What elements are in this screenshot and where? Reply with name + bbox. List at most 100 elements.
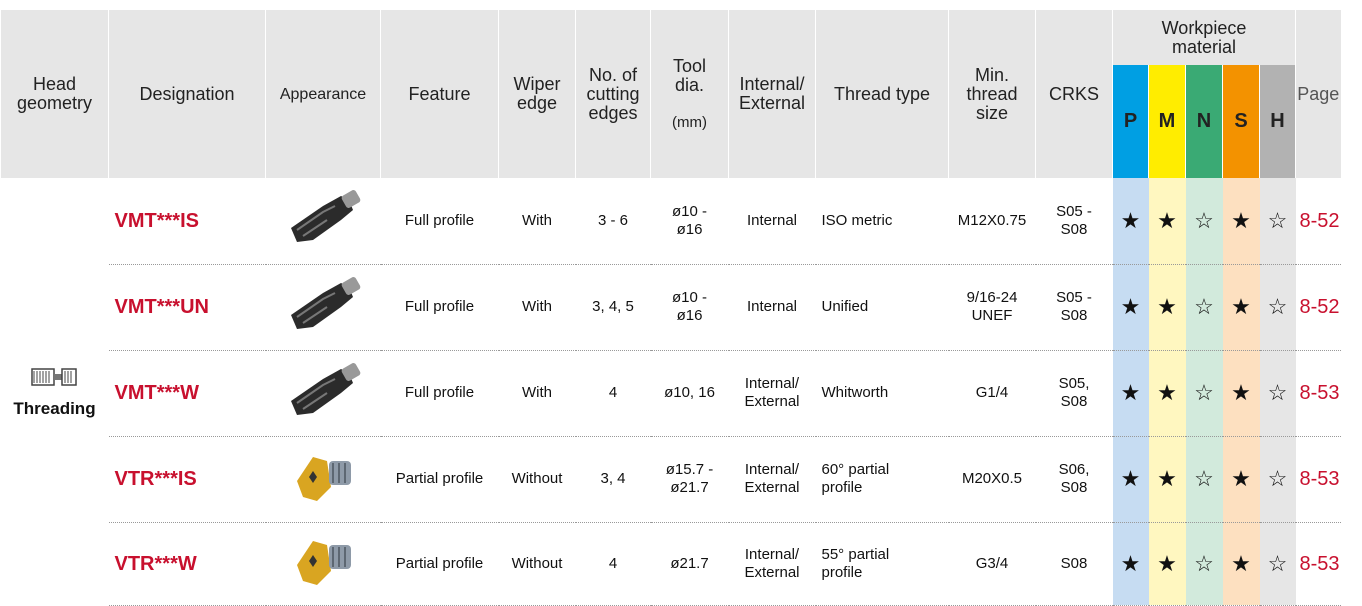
column-header: Head geometry	[0, 10, 109, 178]
column-header: Page	[1295, 10, 1341, 178]
threading-icon	[1, 365, 109, 396]
cell-int-ext: Internal/ External	[728, 436, 816, 523]
table-row: VMT***W Full profile With 4 ø10, 16 Internal/…	[1, 350, 1341, 437]
rating: ☆	[1185, 436, 1223, 523]
cell-dia: ø21.7	[650, 522, 729, 606]
material-header: N	[1185, 65, 1223, 178]
column-header: Wiper edge	[498, 10, 576, 178]
rating: ★	[1112, 350, 1149, 437]
table-row: VTR***IS Partial profile Without 3, 4 ø15.7 …	[1, 436, 1341, 523]
appearance-image	[265, 178, 381, 265]
unit-label: (mm)	[672, 113, 707, 131]
rating: ☆	[1185, 522, 1223, 606]
designation: VMT***IS	[108, 178, 266, 265]
page-ref: 8-52	[1295, 178, 1341, 265]
rating: ★	[1112, 178, 1149, 265]
material-header: M	[1148, 65, 1186, 178]
rating: ☆	[1185, 264, 1223, 351]
cell-thread-type: Whitworth	[815, 350, 949, 437]
table-body: Threading VMT***IS Full profile With 3 - 6 ø1…	[1, 178, 1341, 606]
cell-dia: ø10 - ø16	[650, 264, 729, 351]
material-header: S	[1222, 65, 1260, 178]
cell-crks: S05 - S08	[1035, 264, 1113, 351]
column-header: Designation	[108, 10, 266, 178]
table-row: Threading VMT***IS Full profile With 3 - 6 ø1…	[1, 178, 1341, 418]
table-header: Head geometry Designation Appearance Featur…	[0, 10, 1341, 178]
head-geometry-label: Threading	[13, 399, 96, 418]
cell-int-ext: Internal/ External	[728, 522, 816, 606]
column-header: Internal/ External	[728, 10, 816, 178]
rating: ☆	[1185, 178, 1223, 265]
cell-edges: 3 - 6	[575, 178, 651, 265]
cell-crks: S06, S08	[1035, 436, 1113, 523]
head-geometry-cell: Threading	[1, 178, 109, 605]
cell-wiper: Without	[498, 522, 576, 606]
rating: ★	[1148, 178, 1186, 265]
rating: ★	[1148, 264, 1186, 351]
cell-feature: Full profile	[380, 264, 499, 351]
column-header: Feature	[380, 10, 499, 178]
rating: ★	[1148, 350, 1186, 437]
cell-crks: S05 - S08	[1035, 178, 1113, 265]
rating: ★	[1112, 522, 1149, 606]
rating: ★	[1112, 436, 1149, 523]
table-row: VMT***UN Full profile With 3, 4, 5 ø10 - ø16…	[1, 264, 1341, 351]
cell-wiper: With	[498, 264, 576, 351]
cell-int-ext: Internal	[728, 178, 816, 265]
cell-feature: Partial profile	[380, 436, 499, 523]
cell-int-ext: Internal/ External	[728, 350, 816, 437]
rating: ★	[1222, 264, 1260, 351]
material-header: P	[1112, 65, 1149, 178]
column-header: Thread type	[815, 10, 949, 178]
cell-dia: ø15.7 - ø21.7	[650, 436, 729, 523]
page-ref: 8-53	[1295, 436, 1341, 523]
designation: VTR***IS	[108, 436, 266, 523]
cell-wiper: Without	[498, 436, 576, 523]
rating: ★	[1148, 436, 1186, 523]
cell-min-size: G3/4	[948, 522, 1036, 606]
material-header: H	[1259, 65, 1296, 178]
column-header: Appearance	[265, 10, 381, 178]
appearance-image	[265, 436, 381, 523]
page-ref: 8-53	[1295, 350, 1341, 437]
appearance-image	[265, 522, 381, 606]
rating: ☆	[1185, 350, 1223, 437]
rating: ★	[1148, 522, 1186, 606]
page-ref: 8-52	[1295, 264, 1341, 351]
appearance-image	[265, 264, 381, 351]
rating: ☆	[1259, 178, 1296, 265]
column-header: No. of cutting edges	[575, 10, 651, 178]
rating: ☆	[1259, 264, 1296, 351]
rating: ★	[1222, 436, 1260, 523]
cell-edges: 3, 4	[575, 436, 651, 523]
cell-dia: ø10 - ø16	[650, 178, 729, 265]
cell-min-size: M20X0.5	[948, 436, 1036, 523]
cell-min-size: M12X0.75	[948, 178, 1036, 265]
header-row: Head geometry Designation Appearance Featur…	[0, 10, 1341, 178]
cell-wiper: With	[498, 178, 576, 265]
rating: ★	[1112, 264, 1149, 351]
cell-thread-type: 60° partial profile	[815, 436, 949, 523]
cell-feature: Full profile	[380, 178, 499, 265]
column-header: CRKS	[1035, 10, 1113, 178]
cell-crks: S08	[1035, 522, 1113, 606]
designation: VMT***W	[108, 350, 266, 437]
designation: VMT***UN	[108, 264, 266, 351]
cell-feature: Partial profile	[380, 522, 499, 606]
column-header: Tool dia. (mm)	[650, 10, 729, 178]
column-header-text: Tool dia.	[672, 55, 707, 95]
cell-thread-type: 55° partial profile	[815, 522, 949, 606]
column-header: Min. thread size	[948, 10, 1036, 178]
cell-min-size: G1/4	[948, 350, 1036, 437]
product-table: Head geometry Designation Appearance Featur…	[0, 10, 1341, 606]
cell-int-ext: Internal	[728, 264, 816, 351]
cell-thread-type: Unified	[815, 264, 949, 351]
cell-edges: 4	[575, 522, 651, 606]
cell-edges: 3, 4, 5	[575, 264, 651, 351]
designation: VTR***W	[108, 522, 266, 606]
cell-min-size: 9/16-24 UNEF	[948, 264, 1036, 351]
rating: ☆	[1259, 350, 1296, 437]
cell-dia: ø10, 16	[650, 350, 729, 437]
